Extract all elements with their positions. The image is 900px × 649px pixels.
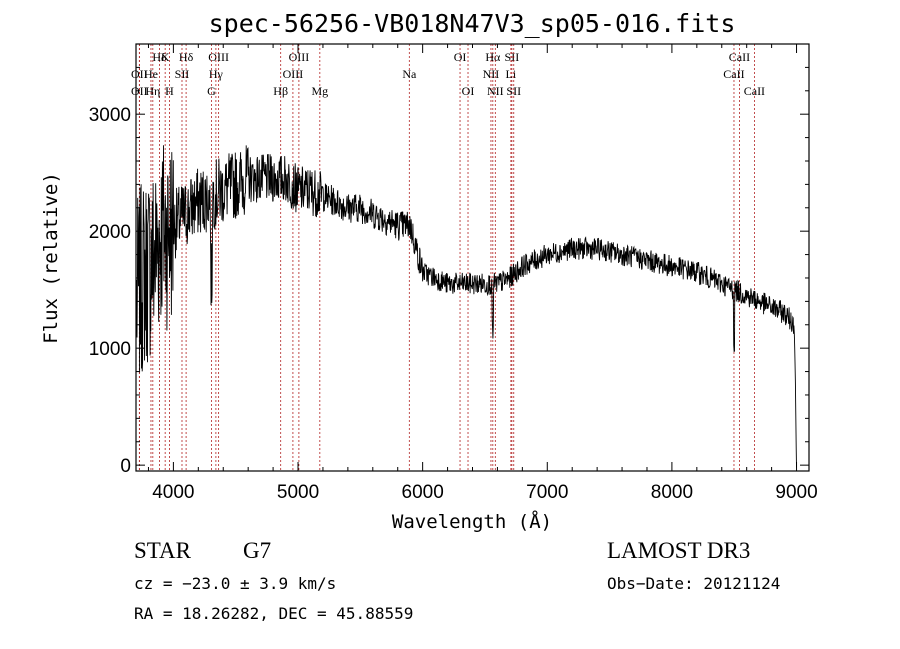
spectral-line-label: OIII	[289, 50, 310, 64]
spectral-line-label: OI	[462, 84, 475, 98]
spectral-line-label: OIII	[283, 67, 304, 81]
spectral-line-label: Na	[402, 67, 417, 81]
observation-date: Obs−Date: 20121124	[607, 574, 780, 593]
object-subclass: G7	[243, 538, 271, 563]
spectrum-layer	[136, 145, 797, 468]
spectral-line-label: CaII	[729, 50, 750, 64]
chart-title: spec-56256-VB018N47V3_sp05-016.fits	[209, 9, 736, 38]
spectral-line-label: NII	[487, 84, 504, 98]
spectral-line-label: Hα	[485, 50, 501, 64]
spectral-line-label: CaII	[744, 84, 765, 98]
spectral-line-label: Li	[506, 67, 517, 81]
spectral-line-label: SII	[506, 84, 521, 98]
y-tick-label: 0	[120, 456, 131, 477]
redshift-info: cz = −23.0 ± 3.9 km/s	[134, 574, 336, 593]
x-axis-label: Wavelength (Å)	[392, 510, 552, 533]
spectral-line-label: CaII	[723, 67, 744, 81]
y-tick-label: 3000	[89, 105, 131, 126]
object-class: STAR	[134, 538, 192, 563]
spectral-line-label: NII	[483, 67, 500, 81]
x-tick-label: 6000	[402, 482, 444, 503]
survey-name: LAMOST DR3	[607, 538, 750, 563]
spectral-line-label: Hβ	[273, 84, 288, 98]
spectral-line-label: H	[165, 84, 174, 98]
spectral-line-label: Hγ	[209, 67, 224, 81]
spectrum-line	[136, 145, 797, 468]
coordinates: RA = 18.26282, DEC = 45.88559	[134, 604, 413, 623]
spectral-line-label: OIII	[208, 50, 229, 64]
spectral-line-label: He	[144, 67, 158, 81]
spectral-line-label: Hδ	[179, 50, 194, 64]
spectral-line-label: Mg	[311, 84, 328, 98]
plot-frame	[135, 43, 810, 472]
x-tick-label: 8000	[651, 482, 693, 503]
x-tick-label: 4000	[152, 482, 194, 503]
x-tick-label: 7000	[526, 482, 568, 503]
spectral-line-label: SII	[175, 67, 190, 81]
spectral-line-label: Hη	[145, 84, 160, 98]
y-tick-label: 1000	[89, 339, 131, 360]
y-tick-label: 2000	[89, 222, 131, 243]
spectral-line-label: Hδ	[152, 50, 167, 64]
axis-ticks: 4000 5000 6000 7000 8000 9000 0 1000 2000 3000	[89, 44, 818, 503]
spectral-line-label: OI	[454, 50, 467, 64]
x-tick-label: 9000	[775, 482, 817, 503]
spectral-line-label: K	[161, 50, 170, 64]
spectral-line-label: G	[207, 84, 216, 98]
x-tick-label: 5000	[277, 482, 319, 503]
spectral-line-label: SII	[505, 50, 520, 64]
y-axis-label: Flux (relative)	[40, 172, 62, 344]
